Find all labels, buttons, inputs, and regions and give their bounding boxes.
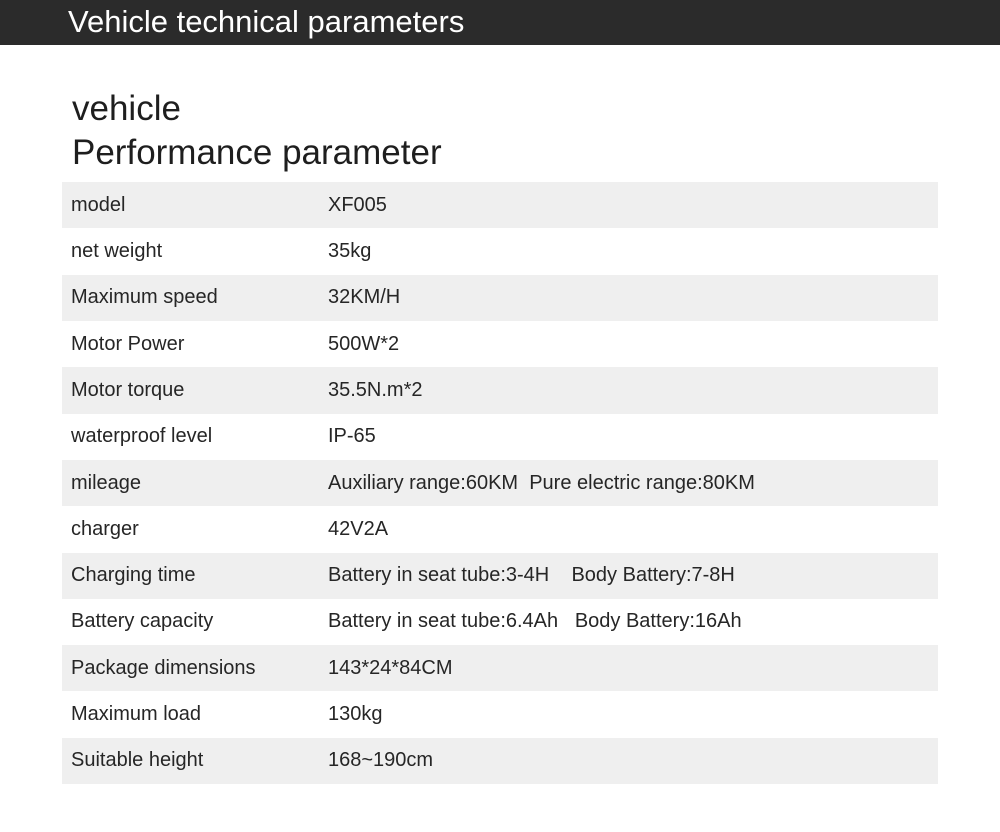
spec-value: Auxiliary range:60KM Pure electric range…	[328, 471, 755, 494]
spec-row-motor-torque: Motor torque 35.5N.m*2	[62, 367, 938, 414]
spec-table: model XF005 net weight 35kg Maximum spee…	[62, 182, 938, 785]
spec-label: Package dimensions	[71, 656, 256, 679]
spec-value: 32KM/H	[328, 286, 401, 309]
spec-label: Maximum speed	[71, 286, 218, 309]
spec-row-charger: charger 42V2A	[62, 506, 938, 553]
spec-row-package-dimensions: Package dimensions 143*24*84CM	[62, 645, 938, 692]
spec-label: Maximum load	[71, 703, 202, 726]
spec-row-model: model XF005	[62, 182, 938, 229]
spec-row-suitable-height: Suitable height 168~190cm	[62, 737, 938, 785]
spec-label: Motor Power	[71, 332, 185, 355]
spec-value: 500W*2	[328, 332, 400, 355]
title-banner: Vehicle technical parameters	[0, 0, 1000, 45]
banner-title: Vehicle technical parameters	[68, 4, 465, 39]
spec-value: 168~190cm	[328, 749, 434, 772]
spec-value: 130kg	[328, 703, 383, 726]
spec-label: Motor torque	[71, 378, 185, 401]
spec-value: 35kg	[328, 239, 372, 262]
spec-row-maximum-load: Maximum load 130kg	[62, 691, 938, 738]
spec-label: Charging time	[71, 564, 196, 587]
spec-value: Battery in seat tube:6.4Ah Body Battery:…	[328, 610, 742, 633]
spec-label: waterproof level	[71, 425, 213, 448]
spec-label: net weight	[71, 239, 163, 262]
spec-row-motor-power: Motor Power 500W*2	[62, 320, 938, 368]
spec-label: Suitable height	[71, 749, 204, 772]
spec-label: charger	[71, 517, 139, 540]
section-heading-line2: Performance parameter	[72, 133, 442, 172]
spec-row-net-weight: net weight 35kg	[62, 228, 938, 275]
spec-row-mileage: mileage Auxiliary range:60KM Pure electr…	[62, 459, 938, 507]
spec-value: 143*24*84CM	[328, 656, 453, 679]
spec-row-maximum-speed: Maximum speed 32KM/H	[62, 274, 938, 321]
spec-row-charging-time: Charging time Battery in seat tube:3-4H …	[62, 552, 938, 599]
spec-value: XF005	[328, 193, 387, 216]
spec-label: mileage	[71, 471, 142, 494]
spec-value: 42V2A	[328, 517, 389, 540]
spec-row-battery-capacity: Battery capacity Battery in seat tube:6.…	[62, 598, 938, 646]
section-heading-line1: vehicle	[72, 89, 181, 128]
spec-value: IP-65	[328, 425, 376, 448]
spec-label: Battery capacity	[71, 610, 214, 633]
spec-label: model	[71, 193, 126, 216]
spec-row-waterproof-level: waterproof level IP-65	[62, 413, 938, 460]
spec-value: Battery in seat tube:3-4H Body Battery:7…	[328, 564, 735, 587]
spec-value: 35.5N.m*2	[328, 378, 423, 401]
